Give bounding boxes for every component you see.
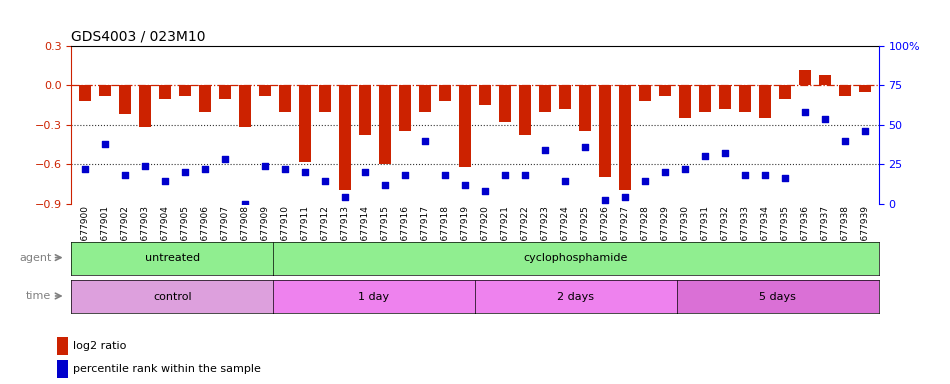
Bar xyxy=(359,86,371,135)
Text: cyclophosphamide: cyclophosphamide xyxy=(523,253,628,263)
Bar xyxy=(659,86,671,96)
Point xyxy=(837,137,852,144)
Text: 5 days: 5 days xyxy=(759,291,796,302)
Point xyxy=(417,137,432,144)
Point xyxy=(357,169,372,175)
Point xyxy=(257,163,273,169)
Bar xyxy=(99,86,111,96)
Bar xyxy=(200,86,211,112)
Bar xyxy=(618,86,631,190)
Bar xyxy=(140,86,151,127)
Point xyxy=(737,172,752,178)
Point xyxy=(677,166,693,172)
Point xyxy=(78,166,93,172)
Point xyxy=(337,194,352,200)
Bar xyxy=(679,86,691,118)
Point xyxy=(397,172,412,178)
Bar xyxy=(779,86,790,99)
Bar xyxy=(339,86,352,190)
Point xyxy=(657,169,673,175)
Point xyxy=(558,179,573,185)
Point xyxy=(437,172,452,178)
Bar xyxy=(598,86,611,177)
Point xyxy=(118,172,133,178)
Point xyxy=(817,116,832,122)
Point xyxy=(717,150,732,156)
Point xyxy=(637,179,653,185)
Point xyxy=(218,156,233,162)
Bar xyxy=(219,86,231,99)
Point xyxy=(498,172,513,178)
Point xyxy=(98,141,113,147)
Bar xyxy=(319,86,332,112)
Text: log2 ratio: log2 ratio xyxy=(73,341,126,351)
Text: untreated: untreated xyxy=(144,253,200,263)
Bar xyxy=(259,86,271,96)
Bar xyxy=(639,86,651,101)
Point xyxy=(238,200,253,207)
Bar xyxy=(299,86,311,162)
Bar xyxy=(419,86,431,112)
Bar xyxy=(759,86,770,118)
Bar xyxy=(859,86,871,92)
Bar xyxy=(239,86,251,127)
Bar xyxy=(819,75,831,86)
Point xyxy=(158,179,173,185)
Bar xyxy=(559,86,571,109)
Text: 2 days: 2 days xyxy=(558,291,595,302)
Point xyxy=(757,172,772,178)
Bar xyxy=(579,86,591,131)
Point xyxy=(777,175,792,181)
Bar xyxy=(180,86,191,96)
Bar xyxy=(459,86,471,167)
Point xyxy=(538,147,553,153)
Bar xyxy=(839,86,851,96)
Bar xyxy=(439,86,451,101)
Bar xyxy=(739,86,750,112)
Point xyxy=(198,166,213,172)
Point xyxy=(377,182,392,188)
Bar xyxy=(699,86,711,112)
Point xyxy=(797,109,812,115)
Point xyxy=(277,166,293,172)
Bar xyxy=(379,86,391,164)
Text: 1 day: 1 day xyxy=(358,291,389,302)
Text: GDS4003 / 023M10: GDS4003 / 023M10 xyxy=(71,30,206,43)
Bar xyxy=(799,70,810,86)
Text: percentile rank within the sample: percentile rank within the sample xyxy=(73,364,261,374)
Text: agent: agent xyxy=(19,253,51,263)
Bar xyxy=(499,86,511,122)
Bar xyxy=(279,86,291,112)
Point xyxy=(457,182,472,188)
Bar xyxy=(57,337,67,355)
Bar xyxy=(719,86,731,109)
Point xyxy=(697,153,712,159)
Point xyxy=(297,169,313,175)
Point xyxy=(518,172,533,178)
Bar xyxy=(119,86,131,114)
Point xyxy=(618,194,633,200)
Bar xyxy=(539,86,551,112)
Point xyxy=(138,163,153,169)
Point xyxy=(857,128,872,134)
Text: time: time xyxy=(26,291,51,301)
Point xyxy=(178,169,193,175)
Point xyxy=(317,179,332,185)
Point xyxy=(578,144,593,150)
Text: control: control xyxy=(153,291,192,302)
Point xyxy=(478,188,493,194)
Bar xyxy=(57,360,67,378)
Point xyxy=(598,197,613,204)
Bar xyxy=(479,86,491,105)
Bar xyxy=(79,86,91,101)
Bar xyxy=(399,86,411,131)
Bar xyxy=(160,86,171,99)
Bar xyxy=(519,86,531,135)
